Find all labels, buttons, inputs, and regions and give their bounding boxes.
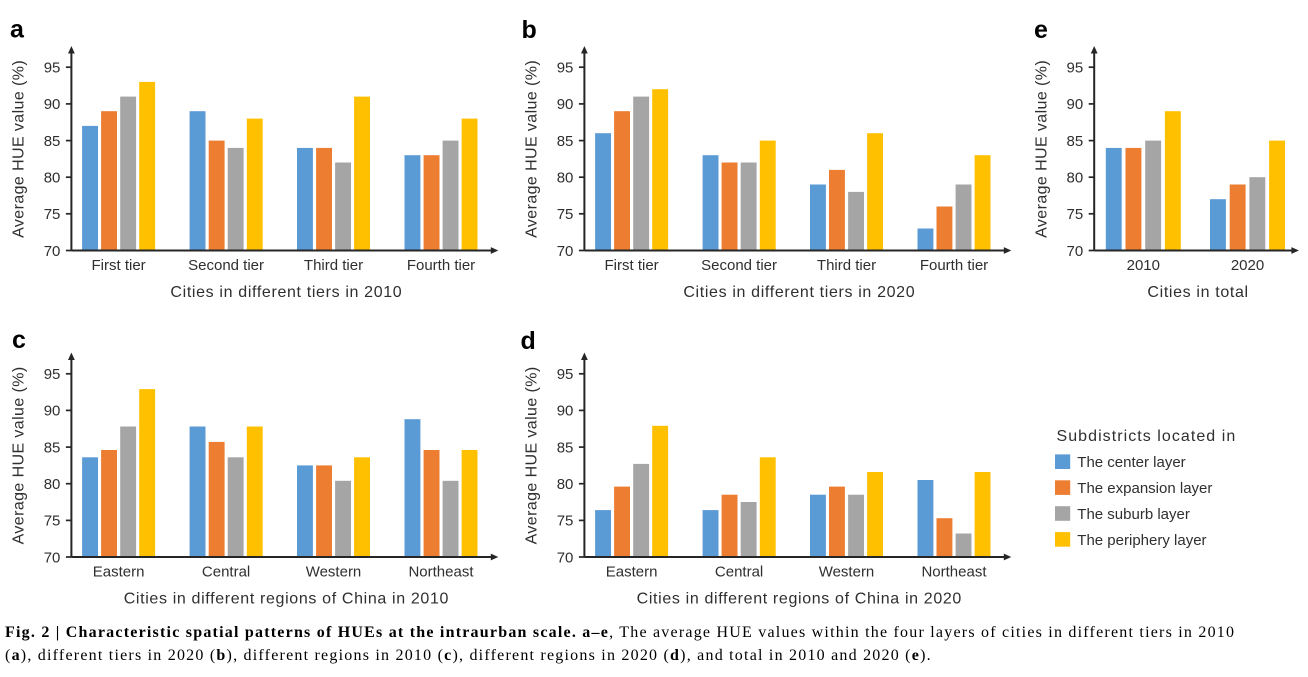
svg-text:c: c (12, 326, 26, 354)
svg-text:Third tier: Third tier (817, 257, 876, 274)
svg-text:80: 80 (44, 170, 61, 187)
svg-text:The suburb layer: The suburb layer (1077, 506, 1190, 523)
svg-text:95: 95 (44, 366, 61, 383)
svg-text:80: 80 (557, 476, 574, 493)
svg-text:80: 80 (557, 170, 574, 187)
svg-text:70: 70 (557, 243, 574, 260)
svg-text:Average HUE value (%): Average HUE value (%) (11, 60, 28, 238)
svg-text:85: 85 (557, 439, 574, 456)
svg-text:The expansion layer: The expansion layer (1077, 480, 1212, 497)
svg-text:Cities in different tiers in 2: Cities in different tiers in 2020 (683, 284, 915, 301)
svg-text:a: a (10, 16, 25, 44)
svg-text:Cities in different tiers in 2: Cities in different tiers in 2010 (170, 284, 402, 301)
svg-text:The center layer: The center layer (1077, 454, 1185, 471)
svg-text:80: 80 (1067, 170, 1084, 187)
svg-text:Western: Western (306, 564, 362, 581)
svg-text:Cities in different regions of: Cities in different regions of China in … (637, 591, 962, 608)
svg-text:85: 85 (44, 133, 61, 150)
svg-text:First tier: First tier (92, 257, 146, 274)
svg-text:80: 80 (44, 476, 61, 493)
svg-text:Average HUE value (%): Average HUE value (%) (524, 366, 541, 544)
svg-text:2010: 2010 (1127, 257, 1160, 274)
svg-text:d: d (521, 327, 536, 355)
svg-text:95: 95 (557, 366, 574, 383)
svg-text:Central: Central (715, 564, 763, 581)
svg-text:75: 75 (44, 206, 61, 223)
svg-text:75: 75 (1067, 206, 1084, 223)
svg-text:75: 75 (557, 513, 574, 530)
svg-text:Northeast: Northeast (921, 564, 987, 581)
svg-text:95: 95 (557, 60, 574, 77)
svg-text:b: b (522, 16, 537, 44)
svg-text:90: 90 (557, 96, 574, 113)
svg-text:Eastern: Eastern (606, 564, 658, 581)
svg-text:90: 90 (44, 403, 61, 420)
svg-text:90: 90 (1067, 96, 1084, 113)
svg-text:Average HUE value (%): Average HUE value (%) (524, 60, 541, 238)
svg-text:Western: Western (819, 564, 875, 581)
svg-text:95: 95 (44, 60, 61, 77)
svg-text:85: 85 (44, 439, 61, 456)
svg-text:Central: Central (202, 564, 250, 581)
svg-text:75: 75 (44, 513, 61, 530)
svg-text:Cities in total: Cities in total (1147, 284, 1248, 301)
svg-text:First tier: First tier (605, 257, 659, 274)
svg-text:85: 85 (1067, 133, 1084, 150)
svg-text:Eastern: Eastern (93, 564, 145, 581)
svg-text:2020: 2020 (1231, 257, 1264, 274)
svg-text:Second tier: Second tier (701, 257, 777, 274)
svg-text:Fourth tier: Fourth tier (920, 257, 988, 274)
svg-text:90: 90 (557, 403, 574, 420)
svg-text:The periphery layer: The periphery layer (1077, 532, 1206, 549)
svg-text:70: 70 (44, 243, 61, 260)
svg-text:Second tier: Second tier (188, 257, 264, 274)
svg-text:95: 95 (1067, 60, 1084, 77)
svg-text:Third tier: Third tier (304, 257, 363, 274)
svg-text:70: 70 (557, 549, 574, 566)
svg-text:70: 70 (44, 549, 61, 566)
svg-text:Fourth tier: Fourth tier (407, 257, 475, 274)
svg-text:Subdistricts located in: Subdistricts located in (1057, 428, 1237, 445)
svg-text:Average HUE value (%): Average HUE value (%) (1033, 60, 1050, 238)
svg-text:75: 75 (557, 206, 574, 223)
svg-text:70: 70 (1067, 243, 1084, 260)
svg-text:Average HUE value (%): Average HUE value (%) (11, 366, 28, 544)
svg-text:Cities in different regions of: Cities in different regions of China in … (124, 591, 449, 608)
svg-text:Northeast: Northeast (408, 564, 474, 581)
svg-text:85: 85 (557, 133, 574, 150)
svg-text:90: 90 (44, 96, 61, 113)
svg-text:e: e (1034, 16, 1048, 44)
